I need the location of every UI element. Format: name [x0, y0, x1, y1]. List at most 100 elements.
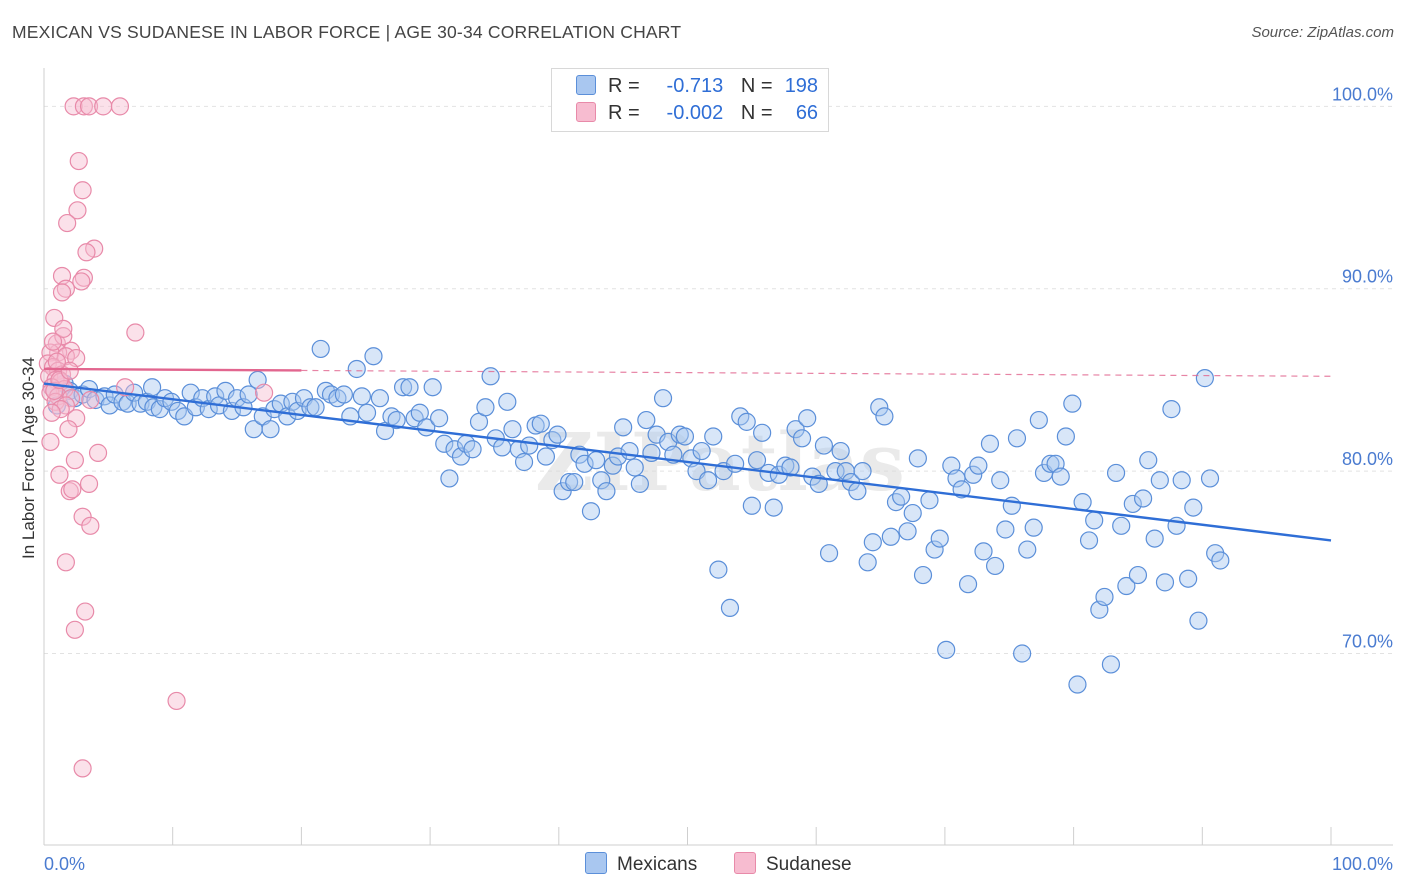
legend-row-mexicans: R = -0.713 N = 198	[576, 75, 818, 101]
mexicans-point	[969, 456, 988, 475]
sudanese-point	[60, 361, 79, 380]
sudanese-point	[126, 323, 145, 342]
mexicans-point	[903, 503, 922, 523]
legend-item-sudanese[interactable]: Sudanese	[734, 852, 852, 876]
mexicans-point	[423, 378, 442, 397]
sudanese-point	[65, 620, 84, 639]
mexicans-point	[704, 427, 723, 446]
y-tick-label: 90.0%	[1342, 267, 1393, 287]
x-tick-label-min: 0.0%	[44, 854, 85, 874]
mexicans-point	[886, 493, 906, 512]
mexicans-point	[1184, 498, 1203, 517]
mexicans-point	[1200, 469, 1220, 488]
mexicans-point	[798, 409, 817, 428]
mexicans-point	[476, 398, 495, 417]
y-axis-label: In Labor Force | Age 30-34	[19, 357, 38, 559]
sudanese-point	[41, 432, 60, 452]
legend-item-mexicans[interactable]: Mexicans	[585, 852, 697, 876]
sudanese-point	[79, 97, 99, 116]
mexicans-point	[1079, 531, 1099, 550]
legend-label-sudanese: Sudanese	[766, 854, 852, 875]
mexicans-point	[575, 454, 594, 473]
sudanese-point	[41, 343, 60, 362]
mexicans-point	[698, 471, 718, 490]
mexicans-point	[630, 474, 649, 493]
mexicans-point	[985, 556, 1005, 576]
mexicans-point	[1101, 655, 1121, 674]
mexicans-point	[637, 410, 656, 430]
mexicans-point	[980, 434, 1000, 453]
mexicans-point	[306, 398, 325, 417]
mexicans-point	[898, 522, 917, 541]
mexicans-point	[86, 390, 105, 410]
sudanese-point	[64, 97, 83, 116]
sudanese-point	[54, 327, 73, 346]
mexicans-point	[1133, 489, 1153, 508]
mexicans-point	[514, 452, 534, 472]
legend-row-sudanese: R = -0.002 N = 66	[576, 102, 818, 128]
x-tick-label-max: 100.0%	[1332, 854, 1393, 874]
mexicans-point	[863, 533, 882, 552]
mexicans-point	[565, 472, 584, 492]
mexicans-point	[531, 414, 550, 433]
mexicans-point	[597, 482, 616, 501]
r-label: R =	[608, 75, 640, 97]
sudanese-point	[68, 201, 87, 220]
mexicans-point	[858, 553, 877, 572]
sudanese-swatch	[576, 102, 596, 122]
mexicans-point	[503, 420, 522, 439]
mexicans-point	[920, 491, 939, 510]
mexicans-point	[1112, 516, 1131, 535]
sudanese-point	[254, 383, 274, 402]
sudanese-trend-extension	[301, 369, 1332, 377]
mexicans-point	[1013, 644, 1032, 663]
sudanese-point	[72, 272, 91, 291]
mexicans-point	[1162, 400, 1181, 419]
y-tick-label: 100.0%	[1332, 84, 1393, 104]
mexicans-point	[753, 423, 772, 442]
mexicans-point	[283, 392, 302, 411]
mexicans-point	[393, 378, 413, 397]
mexicans-point	[1068, 675, 1087, 694]
n-label: N =	[740, 102, 773, 124]
sudanese-point	[65, 451, 84, 470]
mexicans-point	[908, 449, 927, 468]
mexicans-point	[742, 496, 761, 515]
mexicans-point	[481, 367, 500, 386]
mexicans-point	[620, 441, 639, 461]
mexicans-point	[1051, 467, 1070, 486]
mexicans-point	[1095, 587, 1114, 607]
sudanese-point	[69, 151, 88, 171]
mexicans-point	[603, 456, 622, 475]
mexicans-point	[1172, 471, 1191, 490]
sudanese-point	[73, 759, 92, 778]
sudanese-point	[74, 97, 93, 116]
mexicans-point	[261, 420, 280, 439]
mexicans-point	[1106, 463, 1126, 483]
mexicans-point	[892, 487, 911, 506]
y-tick-label: 70.0%	[1342, 632, 1393, 652]
mexicans-point	[1018, 540, 1037, 559]
sudanese-point	[94, 97, 113, 116]
mexicans-point	[991, 471, 1010, 490]
mexicans-point	[881, 527, 900, 546]
mexicans-point	[930, 529, 949, 548]
mexicans-point	[463, 440, 482, 459]
r-value: -0.002	[666, 102, 724, 124]
mexicans-point	[520, 436, 539, 455]
sudanese-point	[60, 482, 79, 501]
mexicans-point	[334, 385, 353, 404]
sudanese-point	[77, 243, 96, 262]
mexicans-point	[1117, 576, 1136, 596]
sudanese-point	[45, 381, 64, 400]
sudanese-point	[56, 553, 75, 572]
chart-title: MEXICAN VS SUDANESE IN LABOR FORCE | AGE…	[12, 22, 682, 42]
mexicans-point	[1063, 394, 1082, 413]
mexicans-point	[925, 540, 944, 559]
mexicans-point	[493, 438, 512, 457]
trend-lines	[43, 367, 1332, 542]
mexicans-point	[357, 403, 377, 422]
mexicans-point	[709, 560, 728, 579]
mexicans-point	[937, 640, 956, 659]
